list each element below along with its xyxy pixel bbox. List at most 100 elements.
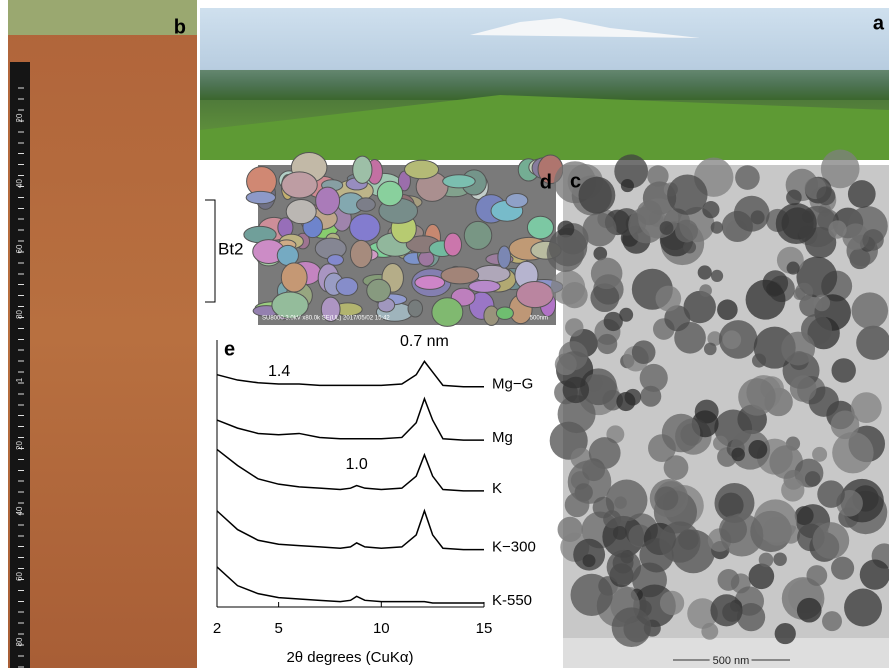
- particle: [563, 377, 589, 403]
- particle: [813, 522, 850, 559]
- grain: [350, 240, 372, 267]
- particle: [559, 341, 588, 370]
- panel-label: d: [540, 171, 552, 193]
- grain: [527, 216, 553, 239]
- particle: [752, 354, 766, 368]
- particle: [650, 479, 688, 517]
- particle: [856, 326, 889, 360]
- grain: [327, 255, 343, 266]
- particle: [786, 190, 802, 206]
- particle: [776, 203, 817, 244]
- particle: [547, 235, 584, 272]
- xrd-trace: [217, 567, 484, 603]
- particle: [701, 623, 718, 640]
- particle: [591, 258, 623, 290]
- grain: [286, 199, 316, 223]
- grain: [441, 267, 479, 284]
- particle: [613, 526, 627, 540]
- x-tick-label: 10: [373, 620, 390, 637]
- particle: [817, 480, 845, 508]
- particle: [787, 262, 800, 275]
- particle: [565, 318, 583, 336]
- particle: [718, 569, 740, 591]
- grain: [405, 160, 439, 179]
- sem-scale: 500nm: [530, 316, 548, 322]
- x-tick-label: 5: [274, 620, 282, 637]
- grain: [316, 187, 340, 215]
- particle: [763, 516, 792, 545]
- grain: [367, 279, 391, 301]
- series-label: K-550: [492, 592, 532, 609]
- x-axis-label: 2θ degrees (CuKα): [286, 649, 413, 666]
- particle: [662, 414, 700, 452]
- particle: [773, 552, 786, 565]
- figure: Bt2 b a d c e SU8000 3.0kV x80.0k SE(UL)…: [0, 0, 889, 668]
- grain: [377, 181, 402, 206]
- particle: [816, 186, 835, 205]
- particle: [831, 358, 855, 382]
- particle: [795, 506, 814, 525]
- horizon-label: Bt2: [218, 239, 244, 258]
- grain: [336, 278, 358, 296]
- particle: [637, 200, 662, 225]
- particle: [582, 212, 616, 246]
- grain: [408, 300, 423, 317]
- photo-b: [8, 0, 197, 668]
- particle: [812, 447, 827, 462]
- annotation: 1.0: [346, 456, 368, 473]
- grain: [496, 307, 513, 319]
- particle: [571, 574, 613, 616]
- grain: [282, 172, 318, 198]
- particle: [604, 312, 623, 331]
- particle: [781, 478, 804, 501]
- particle: [583, 554, 596, 567]
- particle: [699, 284, 712, 297]
- particle: [664, 455, 689, 480]
- particle: [813, 295, 830, 312]
- series-label: Mg−G: [492, 376, 533, 393]
- particle: [711, 221, 723, 233]
- grain: [357, 198, 376, 211]
- particle: [738, 378, 775, 415]
- particle: [659, 521, 700, 562]
- annotation: 1.4: [268, 363, 290, 380]
- xrd-trace: [217, 511, 484, 550]
- particle: [717, 299, 738, 320]
- particle: [578, 177, 615, 214]
- panel-label: b: [174, 16, 186, 38]
- photo-a: [200, 8, 889, 160]
- particle: [607, 550, 641, 584]
- particle: [746, 280, 786, 320]
- grain: [443, 175, 476, 188]
- panel-label: a: [873, 12, 885, 34]
- particle: [698, 265, 712, 279]
- particle: [806, 565, 827, 586]
- particle: [748, 440, 767, 459]
- grain: [516, 281, 553, 307]
- x-tick-label: 15: [476, 620, 493, 637]
- grain: [432, 298, 463, 327]
- particle: [616, 392, 635, 411]
- particle: [614, 496, 627, 509]
- grain: [506, 194, 528, 208]
- panel-label: e: [224, 338, 235, 360]
- particle: [734, 196, 770, 232]
- particle: [828, 220, 846, 238]
- particle: [749, 563, 775, 589]
- particle: [719, 515, 747, 543]
- annotation: 0.7 nm: [400, 333, 449, 350]
- particle: [722, 330, 741, 349]
- sem-caption: SU8000 3.0kV x80.0k SE(UL) 2017/05/02 15…: [262, 316, 390, 322]
- particle: [832, 432, 873, 473]
- particle: [660, 591, 684, 615]
- particle: [790, 375, 817, 402]
- particle: [667, 174, 707, 214]
- particle: [621, 179, 634, 192]
- particle: [632, 340, 656, 364]
- particle: [852, 292, 889, 329]
- series-label: K: [492, 480, 502, 497]
- grain: [246, 191, 275, 203]
- particle: [704, 343, 717, 356]
- particle: [660, 221, 674, 235]
- particle: [795, 283, 813, 301]
